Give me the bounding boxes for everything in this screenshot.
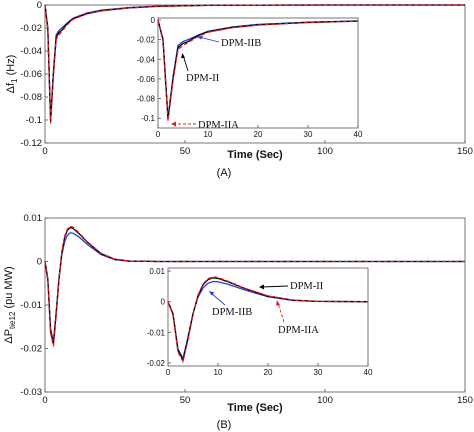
panel-b: 0.010-0.01-0.02-0.03 0 50 100 150 ΔPtie12 (…: [3, 213, 473, 431]
panel-a-x-ticks: 0 50 100 150: [42, 140, 473, 157]
panel-b-inset-frame: [167, 267, 369, 367]
panel-a-annotation-dpm-iib: DPM-IIB: [221, 38, 261, 49]
panel-b-ylabel-sub: tie12: [8, 311, 17, 329]
panel-b-annotation-dpm-iib: DPM-IIB: [212, 307, 252, 318]
panel-a: 0-0.02-0.04-0.06-0.08-0.1-0.12 0 50 100 150…: [5, 0, 473, 179]
panel-b-arrow-dpm-iia: [277, 302, 285, 323]
panel-a-inset-x-tick-label: 20: [254, 130, 263, 139]
panel-a-y-tick-label: -0.06: [20, 69, 42, 80]
panel-a-inset-y-ticks: 0 -0.02 -0.04 -0.06 -0.08 -0.1: [137, 16, 161, 123]
panel-b-y-tick-label: -0.02: [20, 344, 42, 355]
panel-b-x-tick-label: 150: [457, 395, 473, 406]
panel-a-inset-x-tick-label: 30: [304, 130, 313, 139]
panel-b-ylabel: ΔPtie12 (pu MW): [3, 266, 17, 343]
panel-a-inset: 0 -0.02 -0.04 -0.06 -0.08 -0.1 0 10 20 30 40 DPM-…: [137, 16, 363, 139]
panel-a-arrow-dpm-iib: [198, 36, 220, 43]
panel-b-annotation-dpm-iia: DPM-IIA: [278, 325, 319, 336]
panel-b-y-ticks: 0.01 0 -0.01 -0.02 -0.03: [20, 213, 48, 398]
panel-a-ylabel-sub: 1: [10, 78, 19, 83]
panel-b-series: [44, 225, 465, 347]
panel-b-inset-x-tick-label: 20: [264, 368, 273, 377]
panel-a-y-tick-label: -0.04: [20, 46, 42, 57]
panel-a-inset-x-tick-label: 40: [354, 130, 363, 139]
panel-b-y-tick-label: 0: [37, 257, 42, 268]
panel-a-y-tick-label: -0.02: [20, 23, 42, 34]
panel-a-inset-y-tick-label: -0.1: [141, 114, 155, 123]
panel-a-inset-frame: [157, 17, 359, 129]
panel-a-inset-y-tick-label: -0.08: [137, 95, 156, 104]
panel-b-x-ticks: 0 50 100 150: [42, 389, 473, 406]
panel-b-arrowhead-dpm-iib: [209, 291, 215, 296]
panel-b-arrowhead-dpm-iia: [276, 300, 280, 306]
panel-a-inset-y-tick-label: 0: [151, 16, 156, 25]
panel-b-arrow-dpm-ii: [261, 285, 289, 288]
panel-a-x-tick-label: 0: [42, 146, 47, 157]
panel-a-y-tick-label: -0.1: [26, 115, 42, 126]
panel-b-inset-x-tick-label: 10: [214, 368, 223, 377]
panel-a-label: (A): [217, 167, 232, 179]
panel-a-arrowhead-dpm-iib: [197, 36, 203, 40]
panel-b-ylabel-unit: (pu MW): [3, 266, 15, 311]
panel-a-ylabel-main: Δf: [5, 82, 17, 93]
panel-b-ylabel-main: ΔP: [3, 329, 15, 344]
panel-b-y-tick-label: 0.01: [24, 213, 43, 224]
panel-b-inset-y-tick-label: 0.01: [149, 267, 165, 276]
panel-a-arrowhead-dpm-iia: [171, 121, 176, 127]
panel-b-x-tick-label: 100: [317, 395, 333, 406]
panel-b-inset: 0.01 0 -0.01 -0.02 0 10 20 30 40 DPM-II DPM-IIB…: [147, 267, 373, 377]
panel-a-annotation-dpm-iia: DPM-IIA: [198, 120, 239, 131]
panel-b-inset-x-tick-label: 40: [364, 368, 373, 377]
panel-a-inset-y-tick-label: -0.04: [137, 55, 156, 64]
panel-b-y-tick-label: -0.03: [20, 387, 42, 398]
panel-b-inset-x-tick-label: 0: [166, 368, 171, 377]
panel-b-series-dpm-iia-line: [44, 225, 465, 347]
panel-a-y-ticks: 0 -0.02 -0.04 -0.06 -0.08 -0.1 -0.12: [20, 0, 48, 149]
panel-a-inset-x-tick-label: 10: [204, 130, 213, 139]
panel-b-x-tick-label: 50: [180, 395, 191, 406]
panel-b-x-tick-label: 0: [42, 395, 47, 406]
panel-b-inset-y-tick-label: 0: [161, 298, 166, 307]
panel-a-ylabel: Δf1 (Hz): [5, 55, 19, 94]
panel-a-y-tick-label: 0: [37, 0, 42, 11]
panel-a-y-tick-label: -0.12: [20, 138, 42, 149]
panel-b-y-tick-label: -0.01: [20, 300, 42, 311]
panel-a-x-tick-label: 50: [180, 146, 191, 157]
panel-a-y-tick-label: -0.08: [20, 92, 42, 103]
panel-b-label: (B): [217, 419, 232, 431]
panel-b-inset-x-tick-label: 30: [314, 368, 323, 377]
panel-b-arrowhead-dpm-ii: [259, 284, 264, 290]
panel-b-xlabel: Time (Sec): [227, 402, 283, 414]
panel-b-inset-series: [167, 276, 369, 364]
panel-a-x-tick-label: 150: [457, 146, 473, 157]
panel-a-ylabel-unit: (Hz): [5, 55, 17, 79]
panel-a-inset-x-tick-label: 0: [156, 130, 161, 139]
panel-b-inset-series-dpm-iia-line: [167, 276, 369, 364]
panel-a-inset-series: [157, 19, 359, 122]
panel-b-inset-y-tick-label: -0.02: [147, 359, 166, 368]
panel-a-xlabel: Time (Sec): [227, 149, 283, 161]
panel-b-annotation-dpm-ii: DPM-II: [290, 281, 324, 292]
panel-a-inset-y-tick-label: -0.06: [137, 75, 156, 84]
panel-a-annotation-dpm-ii: DPM-II: [186, 73, 220, 84]
panel-a-arrowhead-dpm-ii: [181, 53, 185, 58]
panel-a-series: [44, 4, 465, 124]
panel-b-arrow-dpm-iib: [210, 292, 226, 306]
panel-a-inset-x-ticks: 0 10 20 30 40: [156, 125, 363, 139]
panel-b-inset-x-ticks: 0 10 20 30 40: [166, 363, 373, 377]
panel-b-inset-y-tick-label: -0.01: [147, 328, 166, 337]
panel-a-x-tick-label: 100: [317, 146, 333, 157]
panel-a-inset-y-tick-label: -0.02: [137, 36, 156, 45]
